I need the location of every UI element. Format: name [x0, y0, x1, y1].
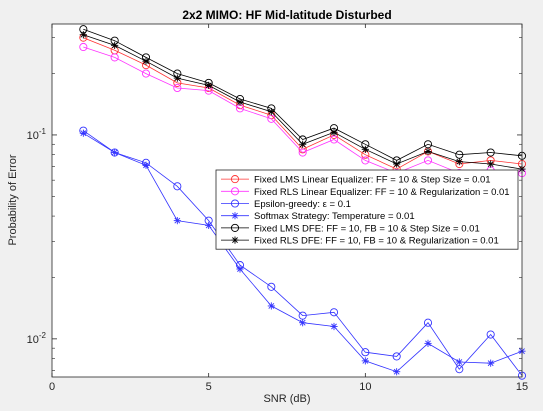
data-point — [173, 74, 181, 82]
data-point — [455, 358, 463, 366]
data-point — [142, 161, 150, 169]
legend-marker — [231, 236, 239, 244]
data-point — [393, 368, 401, 376]
data-point — [173, 217, 181, 225]
data-point — [299, 140, 307, 148]
data-point — [142, 57, 150, 65]
data-point — [423, 318, 433, 327]
series-line — [83, 130, 523, 376]
legend-entry: Fixed RLS Linear Equalizer: FF = 10 & Re… — [221, 187, 510, 198]
series-4 — [79, 129, 526, 376]
data-point — [299, 319, 307, 327]
series-6 — [79, 31, 526, 173]
data-point — [173, 182, 182, 191]
x-axis-label: SNR (dB) — [263, 393, 310, 405]
series-line — [83, 28, 523, 161]
plot-series — [79, 25, 527, 380]
legend: Fixed LMS Linear Equalizer: FF = 10 & St… — [215, 169, 519, 250]
chart-title: 2x2 MIMO: HF Mid-latitude Disturbed — [182, 8, 391, 22]
legend-marker — [231, 212, 239, 220]
data-point — [361, 145, 369, 153]
legend-marker — [230, 175, 240, 184]
legend-box — [215, 169, 519, 250]
data-point — [141, 69, 151, 78]
data-point — [487, 359, 495, 367]
data-point — [267, 108, 275, 116]
data-point — [361, 156, 370, 165]
axes-box — [51, 23, 523, 378]
data-point — [173, 83, 182, 93]
x-tick-label: 15 — [516, 381, 528, 393]
data-point — [424, 147, 432, 156]
data-point — [486, 148, 495, 157]
data-point — [487, 160, 495, 168]
legend-label: Fixed RLS DFE: FF = 10, FB = 10 & Regula… — [254, 236, 499, 247]
y-tick-label: 10-2 — [27, 331, 47, 346]
series-line — [83, 46, 523, 174]
legend-marker — [230, 223, 240, 232]
legend-entry: Fixed LMS Linear Equalizer: FF = 10 & St… — [221, 175, 491, 186]
legend-label: Fixed LMS DFE: FF = 10, FB = 10 & Step S… — [254, 223, 480, 234]
data-point — [205, 81, 213, 89]
y-tick-base: 10 — [27, 130, 39, 142]
data-point — [110, 53, 119, 62]
data-point — [267, 302, 275, 310]
data-point — [361, 348, 370, 357]
data-point — [393, 160, 401, 168]
legend-label: Fixed LMS Linear Equalizer: FF = 10 & St… — [254, 175, 491, 186]
data-point — [79, 129, 87, 137]
y-tick-exponent: -1 — [39, 127, 47, 136]
data-point — [329, 308, 339, 317]
series-3 — [79, 126, 527, 380]
y-tick-exponent: -2 — [39, 331, 47, 340]
data-point — [424, 339, 432, 347]
data-point — [361, 357, 369, 365]
data-point — [267, 282, 276, 291]
legend-marker — [230, 199, 240, 208]
y-tick-base: 10 — [27, 334, 39, 346]
legend-entry: Softmax Strategy: Temperature = 0.01 — [221, 211, 415, 222]
data-point — [79, 31, 87, 39]
data-point — [79, 42, 88, 52]
data-point — [423, 156, 433, 165]
legend-marker — [230, 187, 240, 196]
data-point — [111, 41, 119, 49]
legend-entry: Epsilon-greedy: ε = 0.1 — [221, 199, 351, 210]
data-point — [486, 330, 495, 339]
data-point — [236, 265, 244, 273]
data-point — [236, 98, 244, 106]
legend-label: Fixed RLS Linear Equalizer: FF = 10 & Re… — [254, 187, 510, 198]
legend-entry: Fixed RLS DFE: FF = 10, FB = 10 & Regula… — [221, 236, 499, 247]
legend-label: Softmax Strategy: Temperature = 0.01 — [254, 211, 415, 222]
data-point — [111, 148, 119, 157]
data-point — [455, 158, 463, 166]
legend-entry: Fixed LMS DFE: FF = 10, FB = 10 & Step S… — [221, 223, 480, 234]
data-point — [298, 148, 307, 157]
x-tick-label: 0 — [49, 381, 55, 393]
data-point — [392, 352, 401, 361]
data-point — [205, 221, 213, 230]
y-tick-label: 10-1 — [27, 127, 47, 142]
y-axis-label: Probability of Error — [7, 154, 19, 245]
x-tick-label: 10 — [359, 381, 371, 393]
data-point — [330, 128, 338, 136]
x-tick-label: 5 — [206, 381, 212, 393]
legend-label: Epsilon-greedy: ε = 0.1 — [254, 199, 351, 210]
data-point — [330, 322, 338, 331]
